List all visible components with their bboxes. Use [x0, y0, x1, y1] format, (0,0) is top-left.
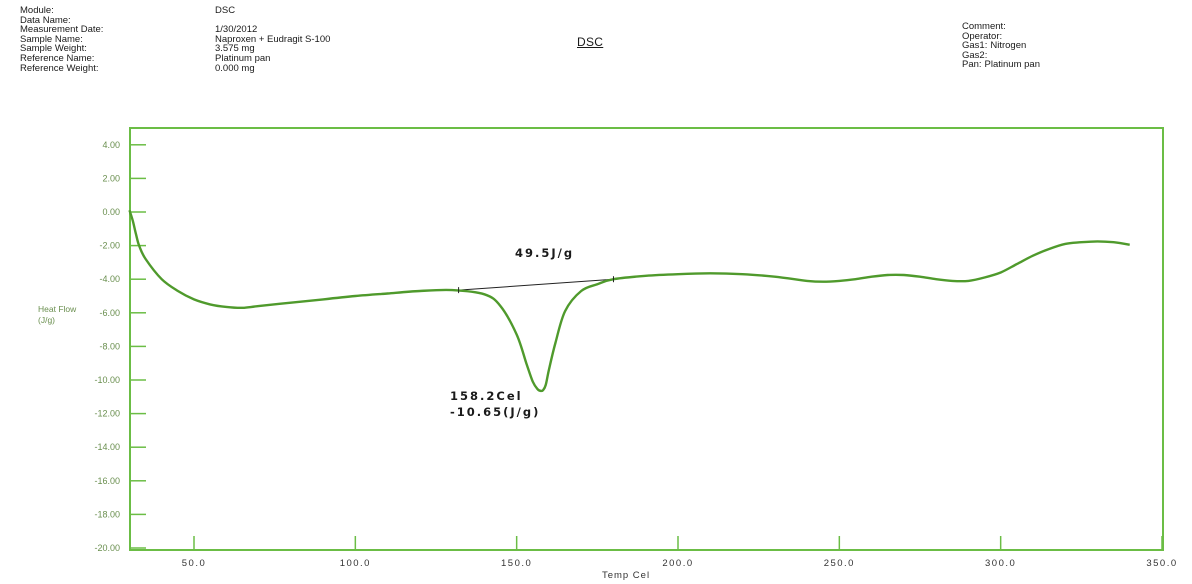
condition-row: Comment: — [962, 22, 1040, 32]
x-tick-label: 250.0 — [824, 558, 855, 569]
metadata-label: Reference Weight: — [20, 62, 99, 74]
measurement-metadata: Module: DSC Data Name: Measurement Date: 1/3… — [20, 6, 435, 73]
condition-row: Operator: — [962, 30, 1040, 42]
y-tick-label: -2.00 — [99, 241, 120, 251]
integration-baseline — [458, 278, 614, 291]
y-tick-label: -14.00 — [94, 442, 120, 452]
y-tick-label: -18.00 — [94, 509, 120, 519]
metadata-label: Module: — [20, 5, 54, 16]
metadata-row: Data Name: — [20, 14, 435, 26]
metadata-row: Module: DSC — [20, 6, 435, 16]
metadata-value: Platinum pan — [215, 52, 271, 64]
metadata-value: Naproxen + Eudragit S-100 — [215, 33, 331, 45]
x-tick-label: 50.0 — [182, 558, 207, 569]
condition-label: Comment: — [962, 21, 1006, 32]
condition-row: Pan: Platinum pan — [962, 60, 1040, 70]
metadata-label: Data Name: — [20, 14, 71, 26]
y-tick-label: 0.00 — [102, 207, 120, 217]
metadata-row: Sample Name: Naproxen + Eudragit S-100 — [20, 35, 435, 45]
peak-value-annotation: -10.65(J/g) — [450, 405, 540, 419]
heat-flow-curve — [128, 209, 1130, 393]
condition-label: Operator: — [962, 30, 1003, 42]
x-tick-label: 150.0 — [501, 558, 532, 569]
metadata-label: Sample Weight: — [20, 43, 87, 55]
metadata-row: Reference Weight: 0.000 mg — [20, 62, 435, 74]
x-tick-label: 350.0 — [1146, 558, 1177, 569]
condition-label: Gas1: — [962, 40, 988, 52]
condition-value: Nitrogen — [990, 40, 1027, 52]
run-conditions: Comment: Operator: Gas1: Nitrogen Gas2: Pan: P… — [962, 22, 1040, 70]
y-tick-label: 2.00 — [102, 173, 120, 183]
y-tick-label: -20.00 — [94, 543, 120, 553]
condition-row: Gas2: — [962, 51, 1040, 61]
page-title: DSC — [577, 35, 604, 49]
plot-frame — [129, 127, 1164, 551]
condition-label: Gas2: — [962, 49, 988, 61]
peak-temperature-annotation: 158.2Cel — [450, 389, 523, 403]
metadata-label: Reference Name: — [20, 52, 95, 64]
metadata-value: 1/30/2012 — [215, 24, 258, 36]
metadata-row: Measurement Date: 1/30/2012 — [20, 25, 435, 35]
y-tick-label: -10.00 — [94, 375, 120, 385]
metadata-value: 0.000 mg — [215, 62, 255, 74]
x-tick-label: 300.0 — [985, 558, 1016, 569]
enthalpy-annotation: 49.5J/g — [515, 246, 574, 260]
metadata-label: Sample Name: — [20, 33, 83, 45]
y-tick-label: -16.00 — [94, 476, 120, 486]
y-tick-label: -4.00 — [99, 274, 120, 284]
y-tick-label: -12.00 — [94, 409, 120, 419]
y-tick-label: -6.00 — [99, 308, 120, 318]
metadata-label: Measurement Date: — [20, 24, 104, 36]
condition-value: Platinum pan — [984, 59, 1040, 71]
metadata-row: Reference Name: Platinum pan — [20, 54, 435, 64]
metadata-row: Sample Weight: 3.575 mg — [20, 44, 435, 54]
y-axis-label-line1: Heat Flow — [38, 304, 77, 314]
y-axis-ticks: 4.00 2.00 0.00 -2.00 -4.00 -6.00 -8.00 -10.00 -1… — [94, 140, 146, 553]
y-tick-label: 4.00 — [102, 140, 120, 150]
condition-row: Gas1: Nitrogen — [962, 41, 1040, 51]
metadata-value: 3.575 mg — [215, 43, 255, 55]
x-tick-label: 100.0 — [340, 558, 371, 569]
x-axis-label: Temp Cel — [602, 570, 650, 581]
y-axis-label-line2: (J/g) — [38, 315, 55, 325]
y-tick-label: -8.00 — [99, 341, 120, 351]
x-tick-label: 200.0 — [662, 558, 693, 569]
metadata-value: DSC — [215, 5, 236, 16]
x-axis-ticks: 50.0 100.0 150.0 200.0 250.0 300.0 350.0 — [182, 536, 1177, 569]
condition-label: Pan: — [962, 59, 982, 71]
